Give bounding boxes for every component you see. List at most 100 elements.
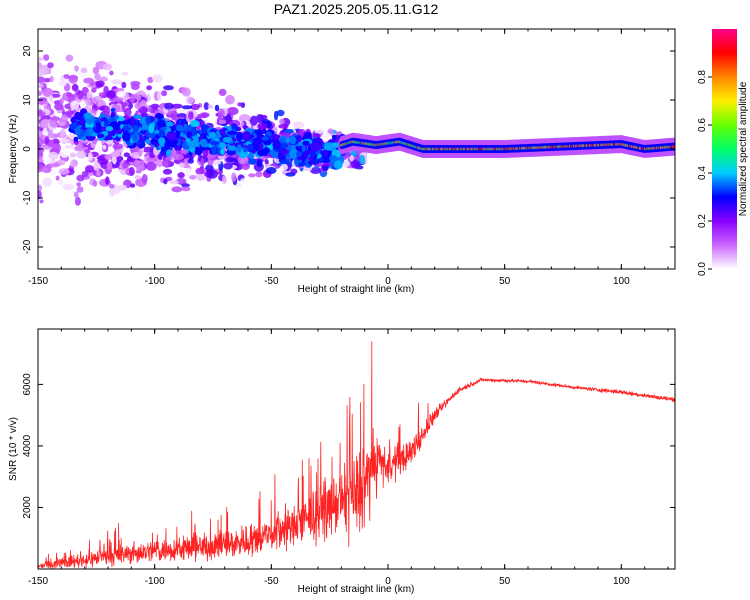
spectrogram-blob — [148, 123, 155, 134]
spectrogram-blob — [321, 149, 329, 158]
spectrogram-blob — [96, 145, 103, 155]
spectrogram-blob — [189, 175, 197, 180]
spectrogram-blob — [64, 144, 75, 149]
spectrogram-blob — [135, 166, 146, 171]
spectrogram-blob — [130, 183, 136, 188]
colorbar-tick-label: 0.0 — [697, 262, 708, 276]
spectrogram-blob — [43, 54, 50, 61]
spectrogram-blob — [285, 172, 296, 177]
spectrogram-blob — [247, 143, 254, 151]
spectrogram-blob — [122, 131, 131, 142]
spectrogram-blob — [173, 154, 184, 161]
spectrogram-blob — [111, 79, 123, 85]
spectrogram-blob — [329, 155, 338, 162]
spectrogram-blob — [96, 158, 109, 165]
colorbar-tick-label: 0.6 — [697, 118, 708, 132]
snr-plot-area — [38, 341, 675, 569]
spectrogram-blob — [76, 186, 84, 193]
snr-y-axis-label: SNR (10 * v/v) — [8, 417, 19, 481]
spectrogram-blob — [296, 135, 302, 143]
spectrogram-blob — [81, 170, 89, 178]
spectrogram-blob — [257, 122, 268, 130]
spectrogram-blob — [85, 165, 95, 173]
spectrogram-blob — [248, 173, 256, 178]
spectrogram-blob — [102, 144, 107, 150]
spectrogram-blob — [181, 186, 191, 192]
spectrogram-blob — [132, 125, 139, 133]
spectrogram-plot-area — [38, 51, 675, 206]
x-tick-label: 0 — [385, 576, 391, 587]
spectrogram-blob — [175, 124, 184, 132]
spectrogram-blob — [112, 143, 124, 150]
spectrogram-blob — [121, 81, 127, 89]
spectrogram-blob — [39, 199, 44, 204]
spectrogram-blob — [117, 116, 125, 122]
spectrogram-blob — [49, 168, 58, 177]
spectrogram-blob — [226, 150, 235, 155]
spectrogram-blob — [38, 51, 44, 57]
spectrogram-blob — [88, 127, 94, 136]
colorbar-tick-label: 0.4 — [697, 166, 708, 180]
spectrogram-blob — [77, 90, 84, 100]
spectrogram-blob — [67, 109, 73, 119]
spectrogram-blob — [38, 184, 42, 192]
spectrogram-blob — [280, 138, 285, 143]
spectrogram-blob — [55, 175, 60, 181]
spectrogram-blob — [195, 147, 203, 156]
spectrogram-blob — [181, 105, 193, 110]
colorbar-tick: 0.6 — [697, 118, 712, 132]
spectrogram-blob — [188, 155, 194, 161]
spectrogram-blob — [94, 73, 101, 81]
spectrogram-blob — [262, 128, 267, 135]
spectrogram-blob — [168, 140, 177, 148]
x-tick-label: -50 — [264, 276, 279, 287]
spectrogram-blob — [141, 174, 148, 184]
spectrogram-blob — [190, 103, 201, 111]
spectrogram-blob — [225, 94, 235, 105]
spectrogram-blob — [176, 113, 187, 118]
spectrogram-blob — [138, 149, 143, 157]
spectrogram-blob — [239, 114, 251, 122]
y-tick-label: 0 — [22, 146, 33, 152]
spectrogram-blob — [225, 156, 235, 163]
colorbar-ticks: 0.0 0.2 0.4 0.6 0.8 — [697, 70, 712, 276]
spectrogram-blob — [190, 120, 200, 128]
spectrogram-blob — [66, 92, 72, 97]
spectrogram-blob — [169, 179, 179, 185]
colorbar-tick: 0.4 — [697, 166, 712, 180]
spectrogram-blob — [69, 151, 76, 159]
spectrogram-blob — [188, 111, 194, 120]
spectrogram-blob — [289, 135, 297, 145]
spectrogram-blob — [68, 74, 78, 84]
x-tick-label: 0 — [385, 276, 391, 287]
spectrogram-blob — [146, 85, 153, 91]
spectrogram-blob — [240, 178, 247, 185]
spectrogram-blob — [263, 140, 272, 146]
spectrogram-blob — [227, 145, 236, 151]
spectrogram-blob — [128, 166, 135, 176]
spectrogram-blob — [42, 177, 53, 187]
spectrogram-blob — [59, 148, 70, 158]
spectrogram-blob — [116, 91, 126, 98]
spectrogram-blob — [247, 152, 255, 160]
spectrogram-blob — [110, 107, 116, 113]
spectrogram-blob — [108, 184, 115, 189]
spectrogram-blob — [350, 159, 360, 169]
spectrogram-blob — [195, 173, 204, 180]
spectrogram-blob — [177, 172, 185, 179]
spectrogram-blob — [214, 134, 222, 139]
spectrogram-blob — [222, 175, 227, 184]
spectrogram-blob — [227, 130, 237, 135]
spectrogram-blob — [226, 107, 239, 116]
spectrogram-blob — [236, 144, 242, 153]
spectrogram-blob — [181, 87, 191, 97]
spectrogram-blob — [214, 104, 220, 112]
spectrogram-blob — [83, 77, 95, 84]
spectrogram-blob — [134, 175, 142, 180]
spectrogram-blob — [124, 107, 132, 117]
spectrogram-blob — [38, 189, 42, 200]
spectrogram-blob — [122, 162, 129, 169]
spectrogram-blob — [126, 119, 132, 125]
